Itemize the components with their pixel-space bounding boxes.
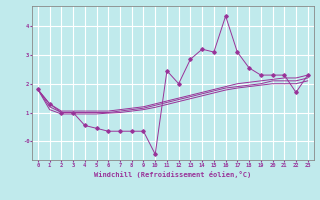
X-axis label: Windchill (Refroidissement éolien,°C): Windchill (Refroidissement éolien,°C) xyxy=(94,171,252,178)
